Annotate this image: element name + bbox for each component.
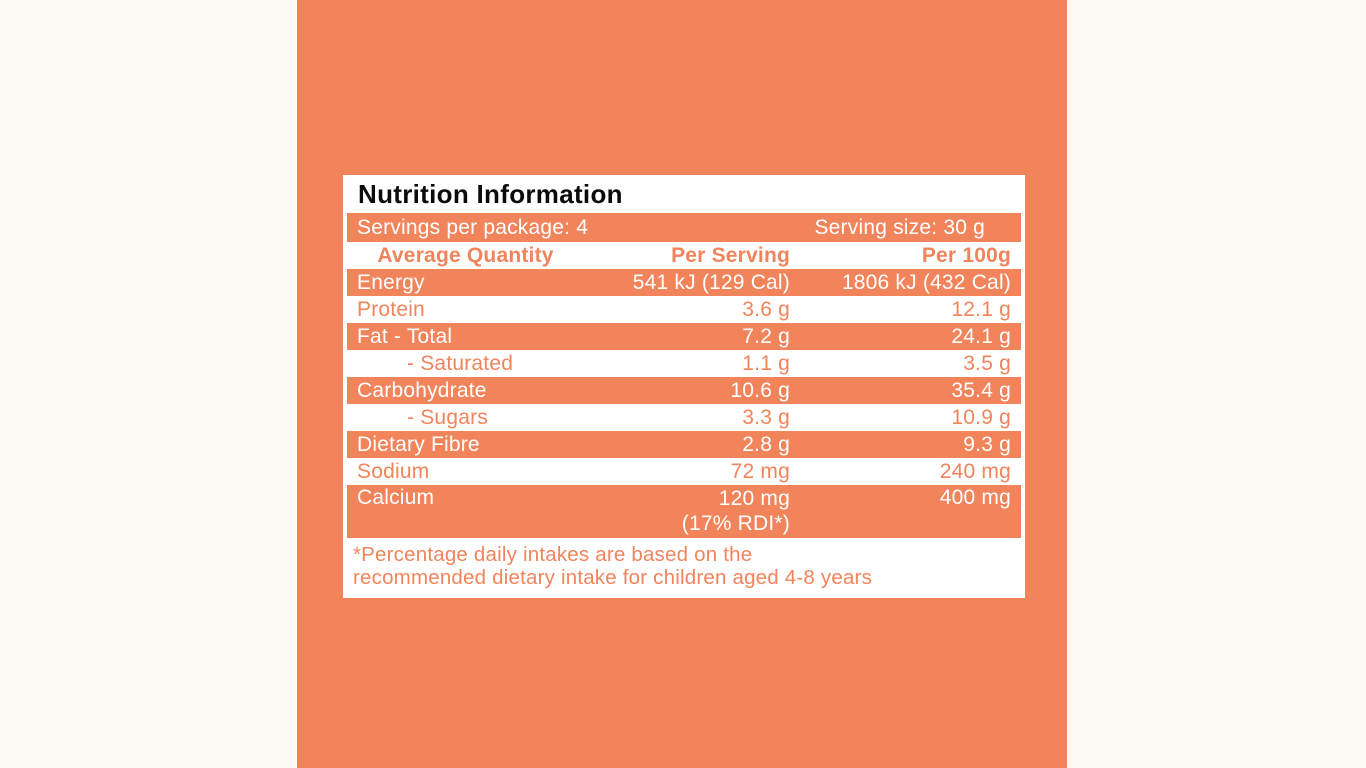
calcium-rdi-note: (17% RDI*)	[681, 512, 790, 535]
table-row-fat-total: Fat - Total 7.2 g 24.1 g	[347, 323, 1021, 350]
serving-size: Serving size: 30 g	[814, 215, 985, 239]
rdi-footnote-line1: *Percentage daily intakes are based on t…	[353, 543, 753, 566]
table-row-dietary-fibre: Dietary Fibre 2.8 g 9.3 g	[347, 431, 1021, 458]
row-per-serving-value: 541 kJ (129 Cal)	[587, 269, 798, 296]
row-per-100g-value: 240 mg	[801, 458, 1021, 485]
column-header-row: Average Quantity Per Serving Per 100g	[347, 242, 1021, 269]
servings-row: Servings per package: 4 Serving size: 30…	[347, 213, 1021, 242]
header-per-100g: Per 100g	[801, 242, 1021, 269]
table-row-carbohydrate: Carbohydrate 10.6 g 35.4 g	[347, 377, 1021, 404]
row-label: Protein	[347, 296, 584, 323]
row-label: Dietary Fibre	[347, 431, 584, 458]
row-label: - Sugars	[347, 404, 584, 431]
row-per-serving-value: 7.2 g	[587, 323, 798, 350]
header-per-serving: Per Serving	[587, 242, 798, 269]
table-row-energy: Energy 541 kJ (129 Cal) 1806 kJ (432 Cal…	[347, 269, 1021, 296]
table-row-sugars: - Sugars 3.3 g 10.9 g	[347, 404, 1021, 431]
row-per-serving-value: 3.6 g	[587, 296, 798, 323]
row-label: Fat - Total	[347, 323, 584, 350]
rdi-footnote: *Percentage daily intakes are based on t…	[343, 538, 1025, 598]
row-label: Calcium	[347, 485, 584, 538]
nutrition-label-card: Nutrition Information Servings per packa…	[343, 175, 1025, 598]
row-per-serving-value: 72 mg	[587, 458, 798, 485]
row-per-100g-value: 400 mg	[801, 485, 1021, 538]
header-average-quantity: Average Quantity	[347, 242, 584, 269]
row-per-serving-value: 10.6 g	[587, 377, 798, 404]
row-label: Carbohydrate	[347, 377, 584, 404]
row-per-serving-value: 2.8 g	[587, 431, 798, 458]
table-row-calcium: Calcium 120 mg (17% RDI*) 400 mg	[347, 485, 1021, 538]
calcium-per-serving-amount: 120 mg	[718, 487, 790, 510]
row-per-100g-value: 12.1 g	[801, 296, 1021, 323]
servings-per-package: Servings per package: 4	[357, 215, 589, 239]
row-per-100g-value: 1806 kJ (432 Cal)	[801, 269, 1021, 296]
row-label: Sodium	[347, 458, 584, 485]
row-per-serving-value: 3.3 g	[587, 404, 798, 431]
row-per-100g-value: 35.4 g	[801, 377, 1021, 404]
table-row-sodium: Sodium 72 mg 240 mg	[347, 458, 1021, 485]
row-per-serving-value: 1.1 g	[587, 350, 798, 377]
rdi-footnote-line2: recommended dietary intake for children …	[353, 566, 873, 589]
nutrition-label-title: Nutrition Information	[358, 178, 623, 209]
row-label: Energy	[347, 269, 584, 296]
row-per-serving-value: 120 mg (17% RDI*)	[587, 485, 798, 538]
table-row-saturated: - Saturated 1.1 g 3.5 g	[347, 350, 1021, 377]
row-per-100g-value: 3.5 g	[801, 350, 1021, 377]
row-per-100g-value: 9.3 g	[801, 431, 1021, 458]
row-per-100g-value: 24.1 g	[801, 323, 1021, 350]
row-per-100g-value: 10.9 g	[801, 404, 1021, 431]
table-row-protein: Protein 3.6 g 12.1 g	[347, 296, 1021, 323]
row-label: - Saturated	[347, 350, 584, 377]
